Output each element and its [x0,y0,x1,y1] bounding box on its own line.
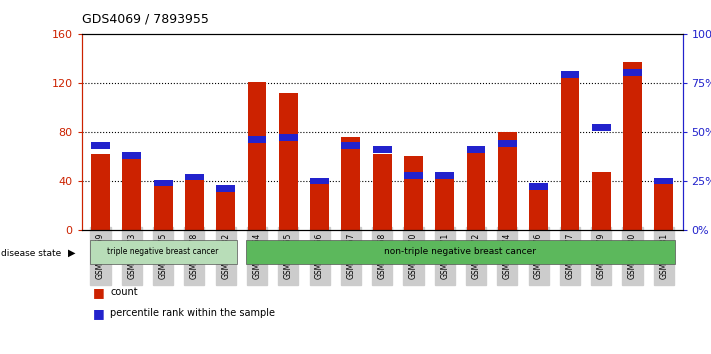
Bar [246,240,675,264]
Bar [592,172,611,230]
Bar [529,188,548,230]
Bar [122,156,141,230]
Bar [91,154,110,230]
Bar [654,178,673,230]
Bar [560,72,579,78]
Bar [90,240,237,264]
Bar [185,178,204,230]
Bar [247,81,267,230]
Bar [310,178,329,184]
Bar [404,156,423,230]
Bar [466,146,486,153]
Bar [623,62,642,230]
Text: ■: ■ [92,286,105,298]
Bar [216,190,235,230]
Bar [654,178,673,184]
Bar [404,172,423,178]
Bar [529,183,548,190]
Text: non-triple negative breast cancer: non-triple negative breast cancer [385,247,536,256]
Text: percentile rank within the sample: percentile rank within the sample [110,308,275,318]
Bar [498,140,517,147]
Text: ▶: ▶ [68,248,75,258]
Bar [122,152,141,159]
Bar [279,92,298,230]
Bar [435,172,454,178]
Bar [154,179,173,187]
Bar [91,142,110,149]
Bar [247,136,267,143]
Bar [466,147,486,230]
Text: ■: ■ [92,307,105,320]
Bar [592,125,611,131]
Bar [623,69,642,76]
Bar [216,185,235,192]
Text: disease state: disease state [1,249,62,258]
Bar [310,181,329,230]
Bar [341,137,360,230]
Bar [373,154,392,230]
Text: triple negative breast cancer: triple negative breast cancer [107,247,219,256]
Bar [560,75,579,230]
Bar [373,146,392,153]
Bar [154,181,173,230]
Text: GDS4069 / 7893955: GDS4069 / 7893955 [82,12,208,25]
Bar [185,173,204,181]
Bar [279,134,298,141]
Bar [498,132,517,230]
Bar [435,177,454,230]
Text: count: count [110,287,138,297]
Bar [341,142,360,149]
